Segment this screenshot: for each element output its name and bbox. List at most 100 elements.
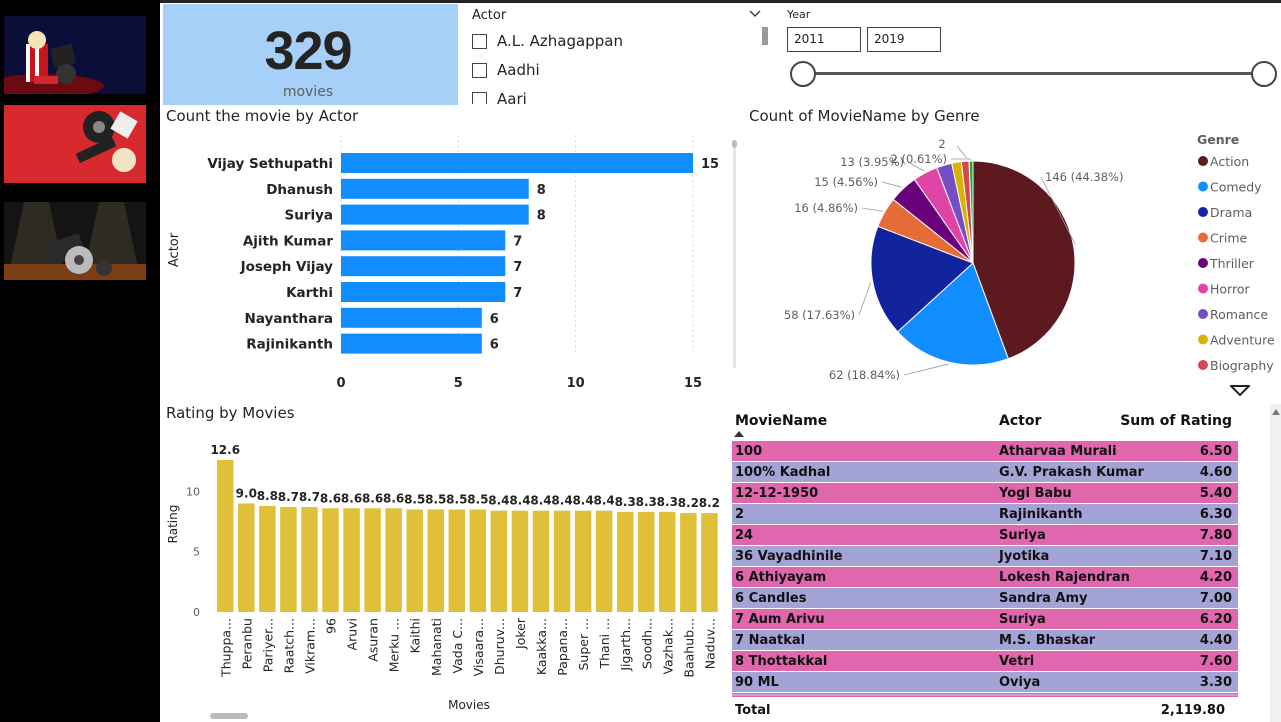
rating-bar[interactable]: [638, 511, 655, 612]
table-row[interactable]: 6 Athiyayam Lokesh Rajendran 4.20: [732, 567, 1238, 587]
legend-marker[interactable]: [1198, 283, 1208, 294]
rating-bar[interactable]: [701, 513, 718, 612]
pie-slice[interactable]: [870, 225, 974, 333]
pie-slice[interactable]: [968, 160, 974, 264]
rating-bar[interactable]: [301, 507, 318, 612]
rating-bar[interactable]: [574, 510, 592, 612]
rating-bar[interactable]: [343, 508, 360, 612]
actor-option[interactable]: A.L. Azhagappan: [472, 30, 623, 52]
table-row[interactable]: 100% Kadhal G.V. Prakash Kumar 4.60: [732, 462, 1238, 482]
legend-marker[interactable]: [1198, 207, 1208, 217]
table-row[interactable]: 36 Vayadhinile Jyotika 7.10: [732, 546, 1238, 566]
actor-option[interactable]: Aari: [472, 88, 527, 104]
sort-ascending-icon[interactable]: [734, 431, 744, 437]
rating-bar-chart[interactable]: 0 5 10 Rating Movies 12.6 Thuppa... 9.0 Peranbu 8…: [160, 428, 725, 722]
actor-bar-chart[interactable]: 0 5 10 15 Vijay Sethupathi 15 Dhanush 8 Suriya 8 A…: [160, 130, 730, 400]
horizontal-scrollbar[interactable]: [210, 713, 248, 719]
checkbox[interactable]: [472, 91, 487, 104]
chart-scroll-track[interactable]: [733, 148, 736, 368]
table-row[interactable]: 100 Atharvaa Murali 6.50: [732, 441, 1238, 461]
rating-bar[interactable]: [448, 509, 466, 612]
movie-table[interactable]: MovieName Actor Sum of Rating 100 Atharva…: [725, 404, 1281, 722]
legend-marker[interactable]: [1198, 181, 1208, 192]
slicer-scrollbar[interactable]: [762, 27, 768, 45]
actor-bar[interactable]: [341, 282, 506, 302]
rating-bar[interactable]: [364, 508, 381, 612]
table-row[interactable]: 7 Aum Arivu Suriya 6.20: [732, 609, 1238, 629]
rating-bar[interactable]: [511, 510, 529, 612]
legend-marker[interactable]: [1198, 309, 1208, 319]
table-row[interactable]: 2 Rajinikanth 6.30: [732, 504, 1238, 524]
cinema-thumbnail-1[interactable]: [4, 16, 146, 94]
column-header-rating[interactable]: Sum of Rating: [1120, 413, 1232, 429]
legend-item[interactable]: Comedy: [1210, 180, 1262, 195]
pie-slice[interactable]: [896, 262, 1009, 366]
rating-bar[interactable]: [406, 509, 423, 612]
rating-bar[interactable]: [322, 508, 339, 612]
legend-item[interactable]: Romance: [1210, 307, 1268, 322]
rating-bar[interactable]: [238, 503, 255, 612]
column-header-moviename[interactable]: MovieName: [735, 413, 828, 429]
legend-marker[interactable]: [1198, 334, 1208, 345]
rating-bar[interactable]: [595, 510, 613, 612]
checkbox[interactable]: [472, 62, 487, 78]
year-range-end-handle[interactable]: [1251, 61, 1277, 87]
rating-bar[interactable]: [385, 508, 402, 612]
year-range-start-handle[interactable]: [790, 61, 816, 87]
legend-item[interactable]: Thriller: [1209, 256, 1255, 271]
movie-name-cell: 100% Kadhal: [735, 465, 831, 480]
legend-marker[interactable]: [1198, 156, 1208, 166]
rating-bar[interactable]: [532, 510, 550, 612]
rating-bar[interactable]: [259, 505, 276, 612]
table-scroll-track[interactable]: [1270, 404, 1281, 722]
rating-bar[interactable]: [469, 509, 487, 612]
cinema-thumbnail-3[interactable]: [4, 202, 146, 280]
legend-item[interactable]: Adventure: [1210, 333, 1275, 348]
actor-bar[interactable]: [341, 204, 529, 225]
table-row[interactable]: 24 Suriya 7.80: [732, 525, 1238, 545]
legend-item[interactable]: Horror: [1210, 282, 1250, 297]
rating-bar[interactable]: [217, 460, 234, 612]
column-header-actor[interactable]: Actor: [999, 413, 1042, 429]
legend-item[interactable]: Action: [1210, 154, 1249, 169]
table-row[interactable]: 6 Candles Sandra Amy 7.00: [732, 588, 1238, 608]
legend-item[interactable]: Biography: [1210, 358, 1274, 373]
rating-bar[interactable]: [680, 513, 697, 612]
legend-marker[interactable]: [1198, 232, 1208, 243]
chart-scroll-thumb[interactable]: [732, 140, 737, 148]
legend-marker[interactable]: [1198, 360, 1208, 370]
table-row[interactable]: 8 Thottakkal Vetri 7.60: [732, 651, 1238, 671]
movies-count-card[interactable]: 329 movies: [163, 4, 458, 105]
table-row[interactable]: 7 Naatkal M.S. Bhaskar 4.40: [732, 630, 1238, 650]
rating-bar[interactable]: [427, 509, 445, 612]
year-slicer[interactable]: Year 2011 2019: [780, 4, 1280, 104]
rating-bar[interactable]: [553, 510, 571, 612]
filter-dropdown-icon[interactable]: [1230, 385, 1250, 397]
table-row[interactable]: 12-12-1950 Yogi Babu 5.40: [732, 483, 1238, 503]
legend-marker[interactable]: [1198, 258, 1208, 268]
actor-bar[interactable]: [341, 333, 482, 354]
actor-bar[interactable]: [341, 256, 506, 277]
genre-pie-chart[interactable]: 146 (44.38%) 62 (18.84%) 58 (17.63%) 16 (4.…: [740, 128, 1280, 398]
legend-item[interactable]: Drama: [1210, 205, 1252, 220]
year-to-input[interactable]: 2019: [867, 27, 941, 52]
actor-bar[interactable]: [341, 230, 506, 251]
movie-tick-label: Vada C...: [450, 618, 465, 673]
rating-bar[interactable]: [490, 510, 508, 612]
actor-bar[interactable]: [341, 307, 482, 328]
pie-slice[interactable]: [972, 160, 1076, 360]
chevron-down-icon[interactable]: [748, 9, 762, 19]
cinema-thumbnail-2[interactable]: [4, 105, 146, 183]
actor-option[interactable]: Aadhi: [472, 59, 540, 81]
actor-bar[interactable]: [341, 178, 529, 199]
year-from-input[interactable]: 2011: [787, 27, 861, 52]
scroll-up-icon[interactable]: [1272, 409, 1280, 415]
rating-bar[interactable]: [616, 511, 634, 612]
actor-slicer[interactable]: Actor A.L. Azhagappan Aadhi Aari: [465, 4, 765, 104]
actor-bar[interactable]: [341, 153, 693, 173]
rating-bar[interactable]: [659, 511, 676, 612]
rating-bar[interactable]: [280, 507, 297, 612]
checkbox[interactable]: [472, 33, 487, 49]
table-row[interactable]: 90 ML Oviya 3.30: [732, 672, 1238, 692]
legend-item[interactable]: Crime: [1210, 231, 1248, 246]
